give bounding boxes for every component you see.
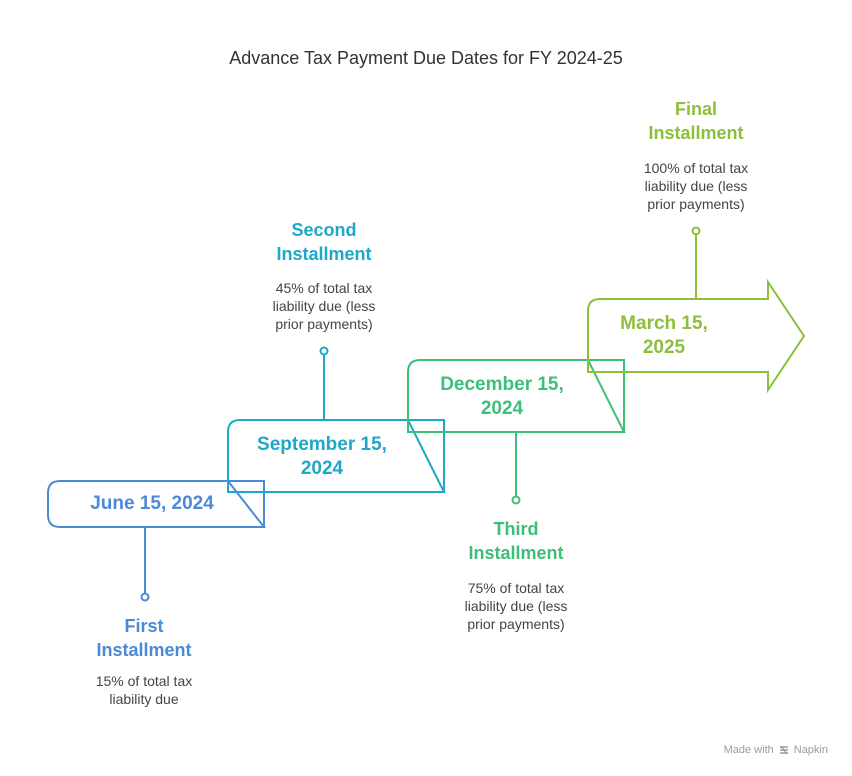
step-2-desc-line-3: prior payments) <box>275 316 373 332</box>
step-4-date-line-2: 2025 <box>642 337 686 358</box>
step-2-date-line-1: September 15, <box>257 434 387 455</box>
step-3-desc-line-1: 75% of total tax <box>467 580 565 596</box>
step-3-installment-line-1: Third <box>493 519 539 539</box>
step-1-fold <box>228 480 265 527</box>
napkin-watermark: Made with Napkin <box>724 744 828 756</box>
step-3-desc-line-2: liability due (less <box>464 598 568 614</box>
step-2-shape <box>227 419 446 493</box>
made-with-label: Made with <box>723 744 774 756</box>
step-3-description: 75% of total tax liability due (less pri… <box>436 579 596 633</box>
step-2-date: September 15, 2024 <box>232 433 412 481</box>
step-3-shape <box>407 359 626 433</box>
step-4-installment-line-2: Installment <box>648 123 744 143</box>
step-1-date-line-1: June 15, 2024 <box>90 493 214 514</box>
step-4-date-line-1: March 15, <box>620 313 708 334</box>
step-3-date: December 15, 2024 <box>412 373 592 421</box>
step-4-desc-line-1: 100% of total tax <box>643 160 749 176</box>
step-1-desc-line-2: liability due <box>109 691 179 707</box>
step-4-installment-line-1: Final <box>674 99 717 119</box>
step-2-description: 45% of total tax liability due (less pri… <box>244 279 404 333</box>
step-4-desc-line-3: prior payments) <box>647 196 745 212</box>
step-3-installment-title: Third Installment <box>436 517 596 565</box>
step-4-arrow-shape <box>587 278 806 394</box>
step-1-shape <box>47 480 267 528</box>
step-4-date: March 15, 2025 <box>584 312 744 360</box>
step-2-desc-line-2: liability due (less <box>272 298 376 314</box>
step-1-desc-line-1: 15% of total tax <box>95 673 193 689</box>
step-1-dot <box>140 592 150 602</box>
step-4-desc-line-2: liability due (less <box>644 178 748 194</box>
step-3-date-line-2: 2024 <box>480 398 524 419</box>
step-3-desc-line-3: prior payments) <box>467 616 565 632</box>
step-4-dot <box>691 226 701 236</box>
step-2-installment-title: Second Installment <box>244 218 404 266</box>
step-1-installment-line-2: Installment <box>96 640 192 660</box>
step-2-installment-line-1: Second <box>291 220 357 240</box>
step-4-description: 100% of total tax liability due (less pr… <box>616 159 776 213</box>
step-4-installment-title: Final Installment <box>616 97 776 145</box>
step-3-date-line-1: December 15, <box>440 374 564 395</box>
step-2-fold <box>408 419 445 492</box>
step-1-installment-line-1: First <box>124 616 164 636</box>
step-1-description: 15% of total tax liability due <box>64 672 224 708</box>
step-1-date: June 15, 2024 <box>52 492 252 516</box>
step-3-dot <box>511 495 521 505</box>
step-2-installment-line-2: Installment <box>276 244 372 264</box>
step-3-installment-line-2: Installment <box>468 543 564 563</box>
diagram-title: Advance Tax Payment Due Dates for FY 202… <box>229 48 623 68</box>
step-2-dot <box>319 346 329 356</box>
step-1-installment-title: First Installment <box>64 614 224 662</box>
napkin-brand-label: Napkin <box>793 744 828 756</box>
napkin-logo-icon <box>779 745 788 755</box>
step-2-date-line-2: 2024 <box>300 458 344 479</box>
step-2-desc-line-1: 45% of total tax <box>275 280 373 296</box>
step-3-fold <box>588 359 625 432</box>
